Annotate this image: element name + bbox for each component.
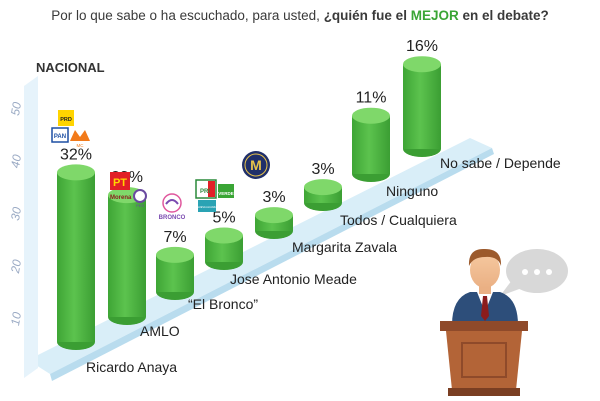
pan-logo bbox=[51, 127, 69, 143]
question-keyword: MEJOR bbox=[410, 8, 459, 23]
bar-top bbox=[156, 246, 194, 263]
chart-floor-edge bbox=[50, 148, 494, 381]
podium-panel bbox=[461, 342, 507, 378]
meade-logos: PRI VERDE NUEVA ALIANZA bbox=[195, 179, 234, 212]
section-label: NACIONAL bbox=[36, 60, 105, 75]
category-label: Todos / Cualquiera bbox=[340, 212, 457, 228]
value-label: 7% bbox=[163, 229, 186, 246]
bar-top bbox=[255, 207, 293, 224]
category-label: AMLO bbox=[140, 323, 180, 339]
zavala-logo: M bbox=[242, 151, 270, 179]
category-label: No sabe / Depende bbox=[440, 155, 561, 171]
bronco-logo-text: BRONCO bbox=[159, 215, 186, 221]
bar-body bbox=[403, 64, 441, 149]
bar-top bbox=[403, 56, 441, 73]
speech-bubble-dot bbox=[522, 269, 528, 275]
pes-logo-text: PES bbox=[136, 203, 144, 208]
podium-base bbox=[448, 388, 520, 396]
value-label: 3% bbox=[311, 161, 334, 178]
mc-logo bbox=[70, 130, 90, 141]
morena-logo: Morena bbox=[110, 195, 132, 201]
prd-logo bbox=[58, 110, 74, 126]
y-axis-wall bbox=[24, 76, 38, 378]
bar-body bbox=[108, 195, 146, 317]
bar-body bbox=[352, 115, 390, 174]
pt-logo bbox=[110, 172, 130, 190]
pri-logo-text: PRI bbox=[200, 189, 210, 195]
zavala-logo-text: M bbox=[250, 157, 262, 173]
pes-logo bbox=[133, 189, 147, 203]
y-tick-label: 30 bbox=[8, 206, 24, 222]
value-label: 3% bbox=[262, 189, 285, 206]
speaker-head bbox=[470, 252, 500, 288]
speech-bubble-tail bbox=[500, 280, 522, 296]
y-tick-label: 10 bbox=[8, 311, 24, 327]
nueva-alianza-logo-text: NUEVA ALIANZA bbox=[197, 205, 217, 209]
category-label: Jose Antonio Meade bbox=[230, 271, 357, 287]
category-labels: Ricardo Anaya AMLO “El Bronco” Jose Antonio… bbox=[86, 155, 561, 375]
bar-top bbox=[57, 164, 95, 181]
category-label: Margarita Zavala bbox=[292, 239, 397, 255]
bar-4 bbox=[255, 207, 293, 239]
y-axis-ticks: 10 20 30 40 50 bbox=[8, 101, 24, 327]
value-label: 32% bbox=[60, 146, 92, 163]
bar-5 bbox=[304, 179, 342, 211]
question-part1: Por lo que sabe o ha escuchado, para ust… bbox=[51, 8, 324, 23]
pan-logo-text: PAN bbox=[54, 134, 66, 140]
bar-6 bbox=[352, 107, 390, 182]
value-label: 5% bbox=[212, 210, 235, 227]
category-label: Ninguno bbox=[386, 183, 438, 199]
verde-logo bbox=[218, 184, 234, 198]
bar-top bbox=[304, 179, 342, 196]
bronco-emblem-mark bbox=[165, 199, 179, 205]
bar-2 bbox=[156, 246, 194, 300]
bar-body bbox=[57, 172, 95, 342]
anaya-logos: PRD PAN MC bbox=[51, 110, 90, 148]
zavala-emblem-ring bbox=[244, 153, 268, 177]
question-part2: ¿quién fue el bbox=[323, 8, 411, 23]
speaker-illustration bbox=[440, 248, 568, 396]
y-tick-label: 40 bbox=[8, 153, 24, 169]
speaker-tie bbox=[481, 296, 489, 321]
pt-logo-text: PT bbox=[113, 177, 127, 189]
bar-top bbox=[352, 107, 390, 124]
y-tick-label: 20 bbox=[8, 258, 24, 275]
value-label: 11% bbox=[356, 90, 387, 107]
podium-body bbox=[446, 331, 522, 390]
verde-logo-text: VERDE bbox=[218, 191, 234, 196]
category-label: Ricardo Anaya bbox=[86, 359, 177, 375]
speech-bubble-dot bbox=[534, 269, 540, 275]
category-label: “El Bronco” bbox=[188, 296, 258, 312]
bronco-emblem bbox=[162, 193, 182, 213]
y-tick-label: 50 bbox=[8, 101, 24, 117]
prd-logo-text: PRD bbox=[60, 117, 72, 123]
bronco-logo: BRONCO bbox=[159, 193, 186, 221]
speaker-hair bbox=[468, 248, 502, 266]
mc-logo-text: MC bbox=[77, 143, 85, 148]
bar-7 bbox=[403, 56, 441, 157]
amlo-logos: PT Morena PES bbox=[110, 172, 147, 208]
question-text: Por lo que sabe o ha escuchado, para ust… bbox=[0, 8, 600, 23]
bar-3 bbox=[205, 227, 243, 270]
value-label: 16% bbox=[406, 38, 438, 55]
bar-top bbox=[205, 227, 243, 244]
zavala-emblem bbox=[242, 151, 270, 179]
nueva-alianza-logo bbox=[198, 200, 216, 212]
question-part3: en el debate? bbox=[458, 8, 549, 23]
podium-top bbox=[440, 321, 528, 331]
bar-0 bbox=[57, 164, 95, 350]
pri-logo-red bbox=[208, 181, 215, 197]
speech-bubble-dot bbox=[546, 269, 552, 275]
